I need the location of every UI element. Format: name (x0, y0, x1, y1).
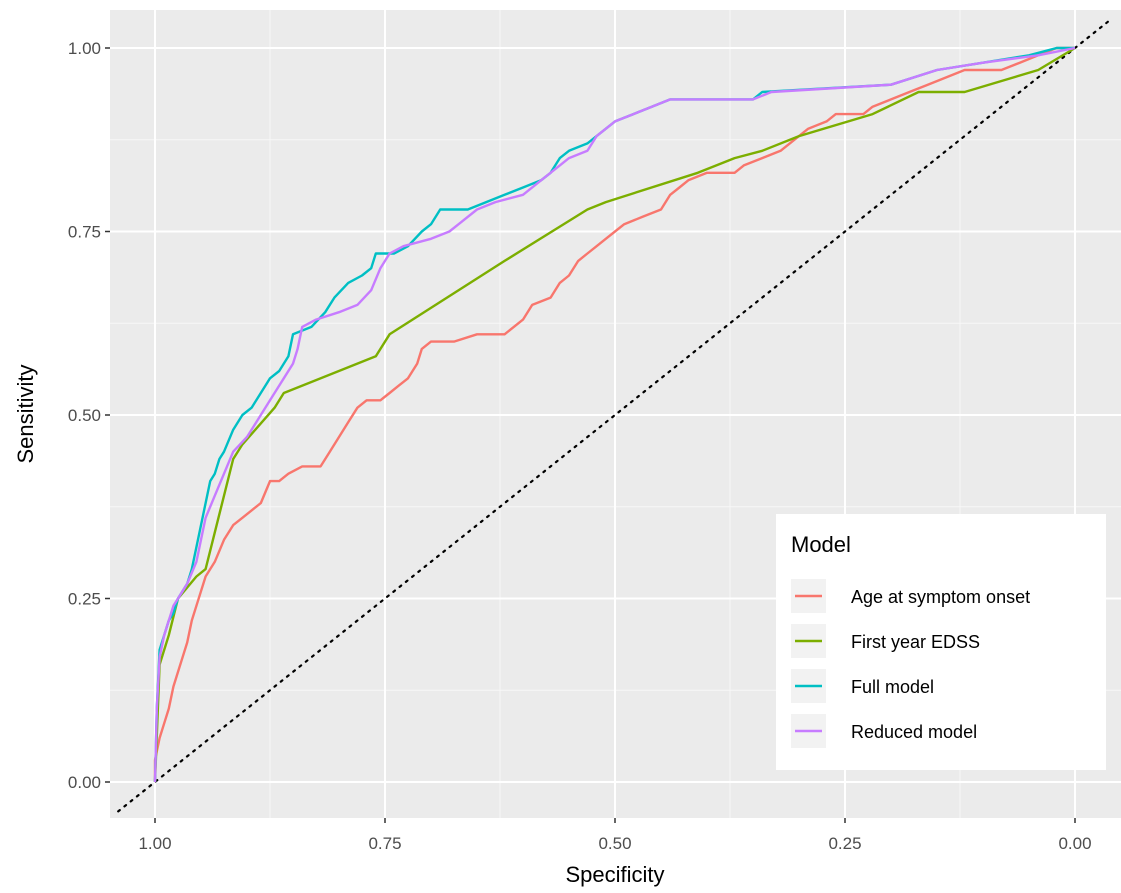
x-tick-label: 0.50 (598, 834, 631, 853)
x-tick-label: 0.00 (1058, 834, 1091, 853)
y-tick-label: 0.50 (68, 406, 101, 425)
legend-label: Full model (851, 677, 934, 697)
series-line-reduced-model (153, 46, 1076, 783)
x-tick-label: 1.00 (138, 834, 171, 853)
legend: Model Age at symptom onset First year EDS… (776, 514, 1106, 770)
grid (110, 10, 1121, 818)
legend-label: Reduced model (851, 722, 977, 742)
x-tick-label: 0.25 (828, 834, 861, 853)
series-layer (153, 46, 1076, 783)
series-line-first-year-edss (153, 46, 1076, 783)
series-line-age-at-symptom-onset (153, 46, 1075, 782)
y-tick-label: 0.25 (68, 590, 101, 609)
legend-items: Age at symptom onset First year EDSS Full … (791, 579, 1030, 748)
y-tick-label: 1.00 (68, 39, 101, 58)
y-axis-title: Sensitivity (13, 364, 38, 463)
y-tick-label: 0.75 (68, 223, 101, 242)
x-tick-label: 0.75 (368, 834, 401, 853)
x-axis-title: Specificity (565, 862, 664, 887)
legend-background (776, 514, 1106, 770)
x-axis: 1.00 0.75 0.50 0.25 0.00 (138, 818, 1092, 853)
y-axis: 0.00 0.25 0.50 0.75 1.00 (68, 39, 110, 792)
legend-title: Model (791, 532, 851, 557)
legend-label: Age at symptom onset (851, 587, 1030, 607)
y-tick-label: 0.00 (68, 773, 101, 792)
legend-label: First year EDSS (851, 632, 980, 652)
